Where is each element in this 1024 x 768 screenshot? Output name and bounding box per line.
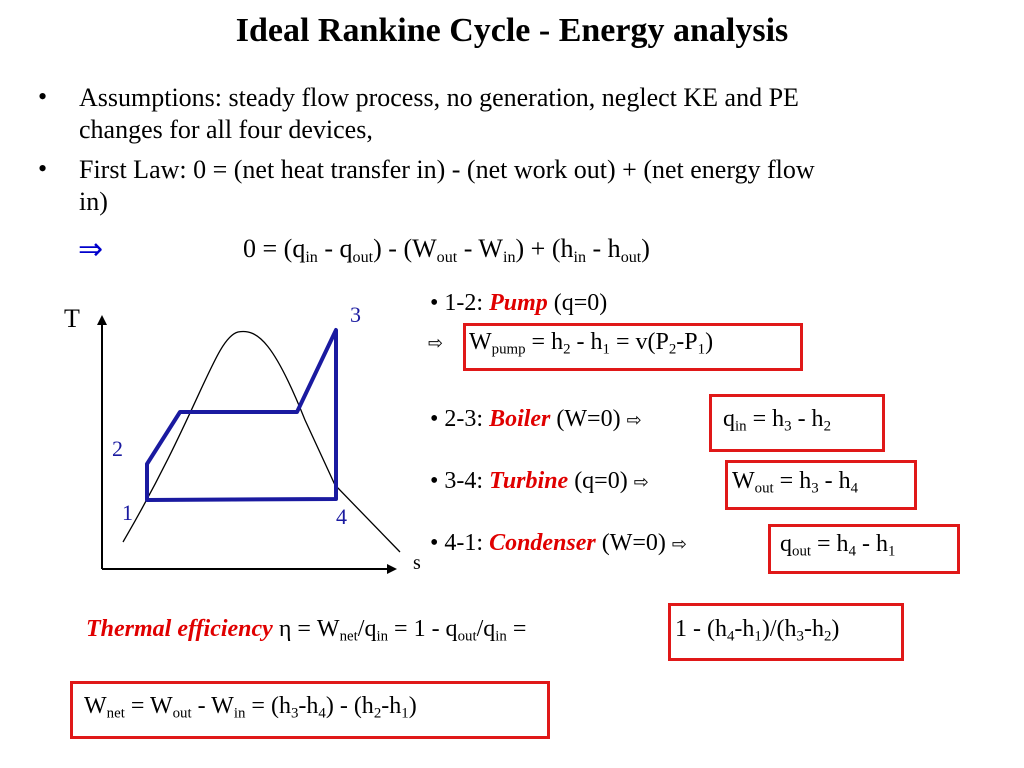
net-work-equation: Wnet = Wout - Win = (h3-h4) - (h2-h1) (84, 693, 417, 722)
condenser-arrow-icon: ⇨ (671, 534, 688, 555)
saturation-dome (122, 330, 401, 553)
efficiency-line: Thermal efficiency η = Wnet/qin = 1 - qo… (86, 616, 527, 645)
turbine-equation-box (725, 460, 917, 510)
assumptions-line-2: changes for all four devices, (79, 115, 373, 144)
bullet-mark: • (38, 82, 48, 111)
point-3-label: 3 (350, 302, 361, 327)
turbine-arrow-icon: ⇨ (633, 472, 649, 493)
turbine-name: Turbine (489, 468, 569, 494)
turbine-process: • 3-4: Turbine (q=0) ⇨ (430, 468, 649, 494)
ts-diagram (97, 315, 401, 574)
boiler-equation-box (709, 394, 885, 452)
implies-arrow-icon: ⇒ (78, 232, 104, 267)
condenser-process: • 4-1: Condenser (W=0) ⇨ (430, 530, 688, 556)
pump-arrow-icon: ⇨ (428, 333, 444, 354)
net-work-box (70, 681, 550, 739)
boiler-process: • 2-3: Boiler (W=0) ⇨ (430, 406, 642, 432)
point-2-label: 2 (112, 436, 123, 461)
point-4-label: 4 (336, 504, 347, 529)
cycle-path (145, 328, 338, 502)
first-law-line-1: First Law: 0 = (net heat transfer in) - … (79, 155, 815, 184)
page-title: Ideal Rankine Cycle - Energy analysis (235, 12, 789, 49)
pump-process: • 1-2: Pump (q=0) (430, 290, 608, 316)
assumptions-line-1: Assumptions: steady flow process, no gen… (79, 83, 799, 112)
efficiency-rhs: 1 - (h4-h1)/(h3-h2) (675, 616, 840, 645)
efficiency-box (668, 603, 904, 661)
efficiency-lhs: η = Wnet/qin = 1 - qout/qin = (278, 616, 527, 645)
condenser-equation-box (768, 524, 960, 574)
turbine-equation: Wout = h3 - h4 (732, 468, 859, 497)
point-1-label: 1 (122, 500, 133, 525)
boiler-equation: qin = h3 - h2 (723, 406, 831, 435)
pump-name: Pump (489, 290, 548, 316)
energy-equation: 0 = (qin - qout) - (Wout - Win) + (hin -… (243, 234, 650, 266)
t-axis-label: T (64, 304, 80, 333)
bullet-mark: • (38, 154, 48, 183)
efficiency-label: Thermal efficiency (86, 616, 273, 642)
condenser-name: Condenser (489, 530, 596, 556)
condenser-equation: qout = h4 - h1 (780, 531, 896, 560)
pump-equation-box (463, 323, 803, 371)
pump-equation: Wpump = h2 - h1 = v(P2-P1) (469, 329, 714, 358)
s-axis-label: s (413, 552, 421, 574)
boiler-arrow-icon: ⇨ (626, 410, 642, 431)
first-law-line-2: in) (79, 187, 108, 216)
boiler-name: Boiler (489, 406, 551, 432)
